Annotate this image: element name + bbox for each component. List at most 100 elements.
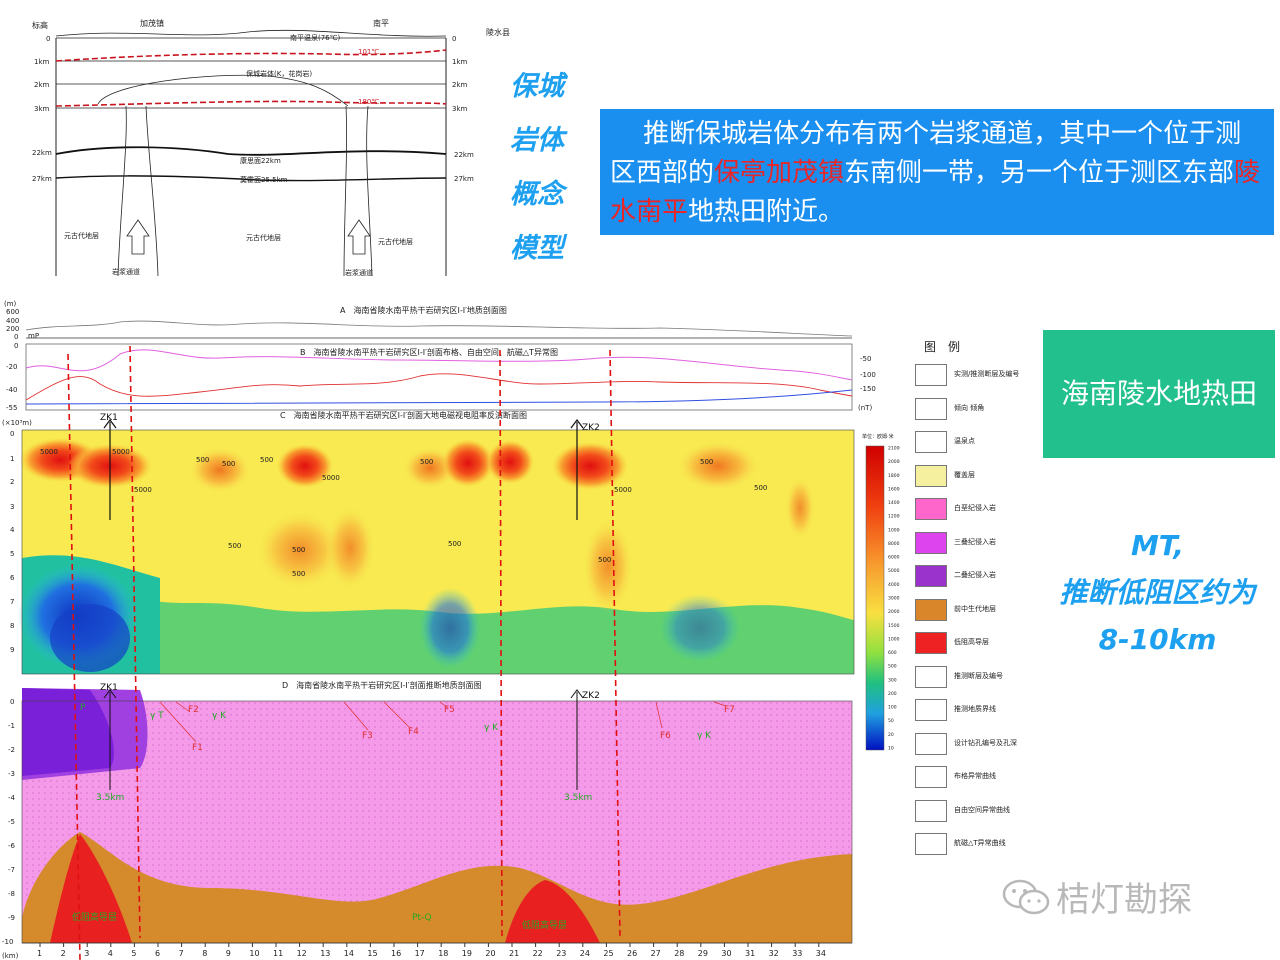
panel-d-depth: -9	[8, 914, 15, 922]
km-tick-label: 32	[769, 949, 779, 958]
legend-item: 布格异常曲线	[915, 766, 1035, 790]
colorbar-tick-label: 1500	[888, 623, 900, 629]
watermark: 桔灯勘探	[1000, 872, 1192, 921]
fault-label: F1	[192, 743, 203, 753]
colorbar-tick-label: 100	[888, 705, 897, 711]
well-label-c: ZK2	[582, 423, 600, 433]
contour-label: 5000	[40, 448, 58, 456]
colorbar-tick-label: 8000	[888, 541, 900, 547]
km-tick-label: 12	[297, 949, 307, 958]
legend-swatch	[915, 397, 947, 420]
km-tick-label: 22	[533, 949, 543, 958]
unit-label: γ T	[150, 711, 164, 721]
legend-swatch	[915, 431, 947, 453]
panel-b-tick: -20	[6, 363, 17, 371]
km-tick-label: 9	[226, 949, 231, 958]
strata-label-3: 元古代地层	[378, 237, 413, 246]
km-tick-label: 30	[721, 949, 731, 958]
panel-a-tick: 400	[6, 317, 19, 325]
unit-label: γ K	[484, 723, 499, 733]
depth-right-3: 3km	[452, 105, 468, 113]
unit-label: Pt-Q	[412, 913, 432, 923]
km-tick-label: 21	[509, 949, 519, 958]
km-tick-label: 11	[273, 949, 283, 958]
legend-label: 推测断层及编号	[954, 671, 1003, 680]
well-label-d: ZK1	[100, 683, 118, 693]
strata-label-1: 元古代地层	[64, 231, 99, 240]
km-tick-label: 8	[202, 949, 207, 958]
legend-label: 覆盖层	[954, 470, 975, 479]
mt-note-line: 8-10km	[1098, 623, 1217, 656]
model-header-right: 陵水县	[486, 27, 510, 37]
legend-swatch	[915, 632, 947, 654]
panel-c-depth: 8	[10, 622, 14, 630]
fault-label: F5	[444, 705, 455, 715]
panel-c-depth: 7	[10, 598, 14, 606]
legend-label: 三叠纪侵入岩	[954, 537, 996, 546]
contour-label: 5000	[322, 474, 340, 482]
unit-label: γ K	[697, 731, 712, 741]
legend-swatch	[915, 598, 947, 621]
legend-item: 白垩纪侵入岩	[915, 498, 1035, 522]
depth-left-5: 27km	[32, 175, 52, 183]
panel-c-title: C 海南省陵水南平热干岩研究区Ⅰ-Ⅰ′剖面大地电磁视电阻率反演断面图	[280, 410, 527, 420]
panel-d-depth: -2	[8, 746, 15, 754]
legend-label: 航磁△T异常曲线	[954, 839, 1006, 847]
panel-d-depth: -5	[8, 818, 15, 826]
colorbar-tick-label: 6000	[888, 555, 900, 561]
contour-label: 500	[448, 540, 461, 548]
model-header-town: 加茂镇	[140, 18, 164, 28]
summary-text-1: 推断保城岩体分布有两个岩浆通道，其中一个位于测区西部的	[610, 119, 1242, 188]
legend-label: 布格异常曲线	[954, 772, 996, 780]
km-tick-label: 34	[816, 949, 826, 958]
panel-d-depth: -8	[8, 890, 15, 898]
colorbar-tick-label: 14000	[888, 500, 900, 506]
vertical-title-line: 岩体	[510, 125, 564, 156]
contour-label: 500	[420, 458, 433, 466]
colorbar-tick-label: 18000	[888, 473, 900, 479]
km-tick-label: 29	[698, 949, 708, 958]
legend-item: 覆盖层	[915, 464, 1035, 489]
contour-label: 500	[292, 546, 305, 554]
contour-label: 500	[228, 542, 241, 550]
panel-b-tick: -55	[6, 404, 17, 412]
km-tick-label: 31	[745, 949, 755, 958]
summary-box: 推断保城岩体分布有两个岩浆通道，其中一个位于测区西部的保亭加茂镇东南侧一带，另一…	[600, 109, 1274, 235]
km-tick-label: 16	[391, 949, 401, 958]
depth-left-0: 0	[46, 35, 50, 43]
colorbar-tick-label: 300	[888, 677, 897, 683]
site-label: 海南陵水地热田	[1060, 377, 1257, 410]
fault-label: F2	[188, 705, 199, 715]
panel-d-depth: -6	[8, 842, 16, 850]
panel-b-title: B 海南省陵水南平热干岩研究区Ⅰ-Ⅰ′剖面布格、自由空间、航磁△T异常图	[300, 347, 558, 357]
mt-note-line: 推断低阻区约为	[1059, 576, 1256, 609]
panel-c-depth: 1	[10, 455, 14, 463]
colorbar-tick-label: 20000	[888, 459, 900, 465]
colorbar-tick-label: 16000	[888, 486, 900, 492]
legend-item: 低阻高导层	[915, 632, 1035, 656]
panel-b-tick: -40	[6, 386, 17, 394]
panel-d-depth: -1	[8, 722, 15, 730]
panel-b-tick-right: -150	[860, 385, 876, 393]
depth-right-4: 22km	[454, 151, 474, 159]
legend-swatch	[915, 364, 947, 386]
lowres-label: 低阻高导层	[72, 911, 117, 923]
panel-c-unit: (×10³m)	[2, 419, 32, 427]
fault-label: F4	[408, 727, 419, 737]
channel-label-1: 岩浆通道	[112, 267, 140, 276]
panel-c-depth: 6	[10, 574, 15, 582]
panel-c-depth: 5	[10, 550, 14, 558]
hotspring-label: 南平温泉(76℃)	[290, 33, 340, 42]
unit-label: γ K	[212, 711, 227, 721]
km-tick-label: 13	[320, 949, 330, 958]
strata-label-2: 元古代地层	[246, 233, 281, 242]
legend-label: 前中生代地层	[954, 604, 996, 613]
km-tick-label: 6	[155, 949, 160, 958]
vertical-title-line: 概念	[510, 179, 564, 210]
km-tick-label: 17	[415, 949, 425, 958]
km-tick-label: 20	[485, 949, 495, 958]
panel-b-unit: mP	[28, 332, 39, 340]
panel-a-tick: 200	[6, 325, 19, 333]
colorbar-tick-label: 200	[888, 691, 897, 697]
site-label-box: 海南陵水地热田	[1043, 330, 1275, 458]
